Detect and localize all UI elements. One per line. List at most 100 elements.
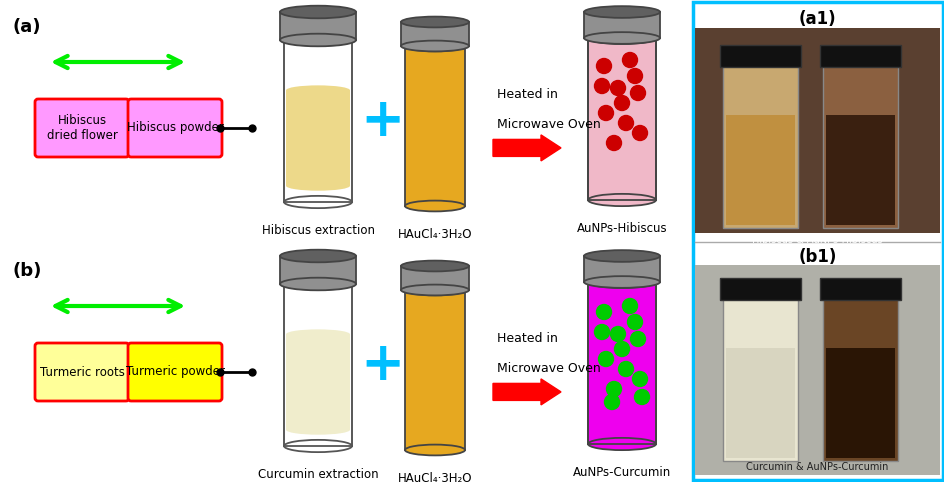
Bar — [279, 256, 356, 284]
Ellipse shape — [286, 85, 349, 95]
Bar — [694, 28, 939, 233]
Bar — [722, 296, 797, 461]
Bar — [405, 46, 464, 206]
Bar — [587, 38, 655, 200]
Ellipse shape — [279, 278, 356, 290]
FancyBboxPatch shape — [35, 99, 129, 157]
FancyArrow shape — [493, 379, 561, 405]
Text: Heated in: Heated in — [497, 333, 557, 346]
Bar — [583, 12, 659, 38]
Ellipse shape — [400, 40, 468, 52]
Text: Microwave Oven: Microwave Oven — [497, 119, 600, 132]
Circle shape — [630, 85, 645, 101]
FancyBboxPatch shape — [127, 99, 222, 157]
Circle shape — [622, 53, 637, 67]
Circle shape — [598, 351, 613, 366]
Text: Hibiscus
dried flower: Hibiscus dried flower — [46, 114, 117, 142]
Circle shape — [594, 324, 609, 339]
Text: AuNPs-Curcumin: AuNPs-Curcumin — [572, 466, 670, 479]
Bar — [822, 63, 897, 228]
Circle shape — [632, 372, 647, 387]
Bar — [284, 284, 351, 446]
Bar — [587, 282, 655, 444]
Text: AuNPs-Hibiscus: AuNPs-Hibiscus — [576, 222, 666, 235]
Circle shape — [617, 362, 632, 376]
Circle shape — [606, 381, 621, 397]
Bar — [694, 265, 939, 475]
Circle shape — [598, 106, 613, 120]
Bar — [819, 45, 900, 67]
Bar — [719, 45, 801, 67]
Text: HAuCl₄·3H₂O: HAuCl₄·3H₂O — [397, 228, 472, 241]
Ellipse shape — [405, 201, 464, 212]
Bar — [286, 334, 349, 430]
Circle shape — [617, 116, 632, 131]
Bar — [286, 90, 349, 186]
Text: Curcumin & AuNPs-Curcumin: Curcumin & AuNPs-Curcumin — [746, 462, 887, 472]
Text: (a1): (a1) — [798, 10, 835, 28]
Ellipse shape — [284, 440, 351, 452]
Bar — [819, 278, 900, 300]
Ellipse shape — [587, 438, 655, 450]
Ellipse shape — [400, 16, 468, 27]
Bar — [284, 40, 351, 202]
Ellipse shape — [400, 284, 468, 295]
Text: Turmeric powder: Turmeric powder — [126, 365, 225, 378]
Text: (b): (b) — [12, 262, 42, 280]
Ellipse shape — [583, 276, 659, 288]
Ellipse shape — [400, 261, 468, 271]
Text: Heated in: Heated in — [497, 88, 557, 101]
Bar — [279, 12, 356, 40]
Circle shape — [594, 79, 609, 94]
Ellipse shape — [587, 32, 655, 44]
Circle shape — [610, 80, 625, 95]
FancyArrow shape — [493, 135, 561, 161]
Text: (b1): (b1) — [798, 248, 835, 266]
Text: +: + — [360, 339, 404, 391]
Text: Turmeric roots: Turmeric roots — [40, 365, 125, 378]
Ellipse shape — [405, 444, 464, 455]
Bar — [825, 115, 894, 225]
Ellipse shape — [405, 284, 464, 295]
Circle shape — [614, 342, 629, 357]
Text: (a): (a) — [12, 18, 41, 36]
Bar — [587, 38, 655, 200]
Bar — [583, 256, 659, 282]
Circle shape — [610, 326, 625, 342]
Bar — [400, 22, 468, 46]
FancyBboxPatch shape — [35, 343, 129, 401]
Bar — [725, 115, 794, 225]
Text: Hibiscus powder: Hibiscus powder — [126, 121, 223, 134]
Bar — [692, 2, 942, 480]
Circle shape — [614, 95, 629, 110]
FancyBboxPatch shape — [127, 343, 222, 401]
Ellipse shape — [583, 250, 659, 262]
Ellipse shape — [279, 250, 356, 262]
Circle shape — [633, 389, 649, 404]
Ellipse shape — [284, 34, 351, 46]
Bar — [825, 348, 894, 458]
Text: HAuCl₄·3H₂O: HAuCl₄·3H₂O — [397, 472, 472, 482]
Bar — [587, 282, 655, 444]
Text: Microwave Oven: Microwave Oven — [497, 362, 600, 375]
Bar — [284, 284, 351, 446]
Circle shape — [596, 305, 611, 320]
Bar — [400, 266, 468, 290]
Text: Curcumin extraction: Curcumin extraction — [258, 468, 378, 481]
Circle shape — [604, 394, 619, 410]
Circle shape — [606, 135, 621, 150]
Circle shape — [622, 298, 637, 313]
Circle shape — [596, 58, 611, 73]
Ellipse shape — [583, 6, 659, 18]
Bar — [284, 40, 351, 202]
Text: Hibiscus & AuNPs-Hibiscus: Hibiscus & AuNPs-Hibiscus — [751, 235, 882, 245]
Ellipse shape — [279, 6, 356, 18]
Bar — [722, 63, 797, 228]
Ellipse shape — [279, 34, 356, 46]
Circle shape — [632, 125, 647, 140]
Bar — [822, 296, 897, 461]
Ellipse shape — [583, 32, 659, 44]
Text: Hibiscus extraction: Hibiscus extraction — [261, 224, 374, 237]
Bar — [719, 278, 801, 300]
Circle shape — [627, 68, 642, 83]
